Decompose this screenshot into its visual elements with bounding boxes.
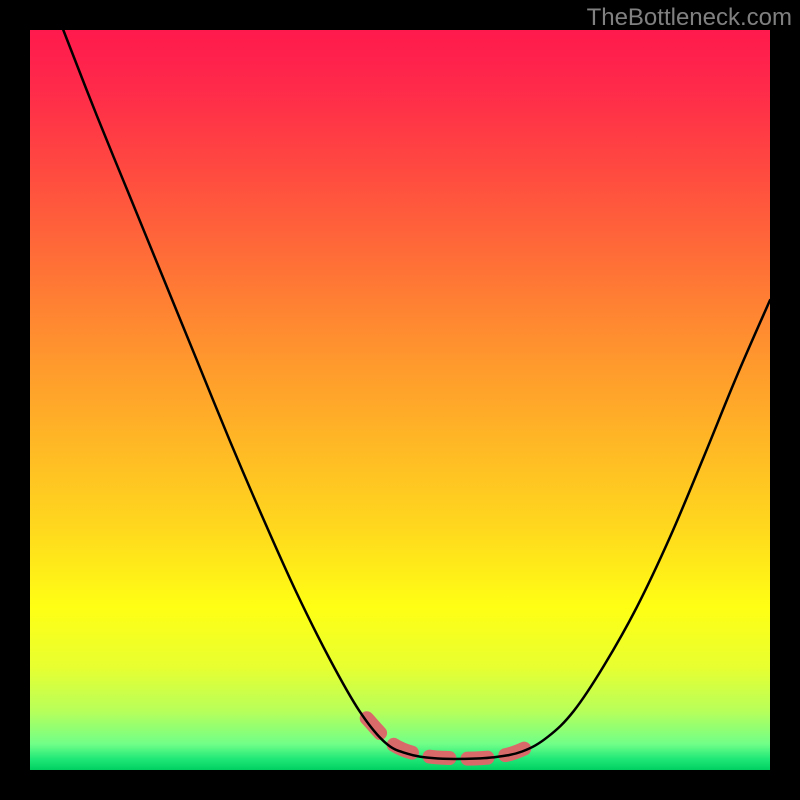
chart-stage: TheBottleneck.com xyxy=(0,0,800,800)
plot-gradient-background xyxy=(30,30,770,770)
bottleneck-chart-svg xyxy=(0,0,800,800)
